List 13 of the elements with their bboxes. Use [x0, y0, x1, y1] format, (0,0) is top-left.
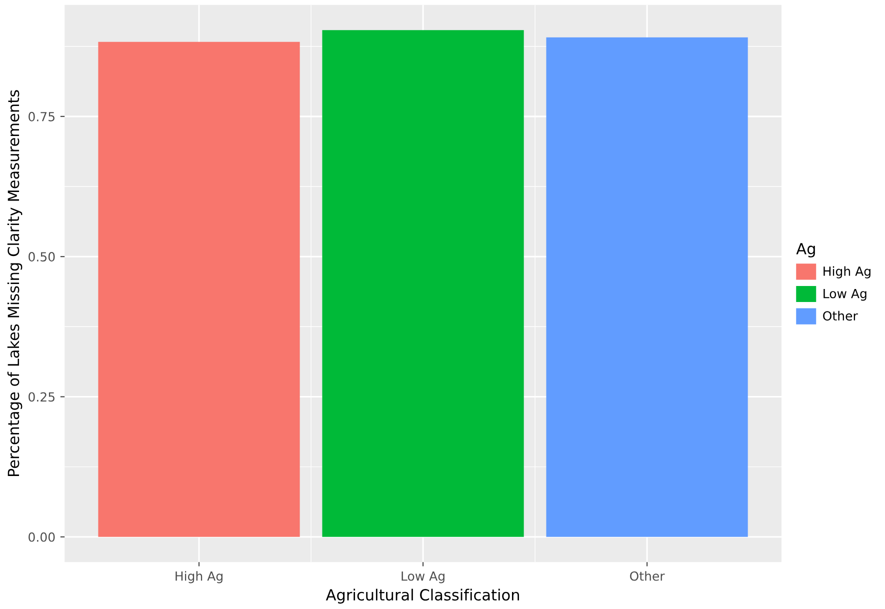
legend-label: Other: [823, 310, 858, 321]
x-tick-label: Other: [630, 571, 665, 581]
y-tick-label: 0.25: [28, 392, 54, 402]
y-tick-label: 0.00: [28, 532, 55, 542]
legend-label: Low Ag: [824, 288, 866, 301]
y-tick-label: 0.50: [28, 252, 55, 262]
y-tick-label: 0.75: [28, 112, 54, 122]
y-axis-title: Percentage of Lakes Missing Clarity Measurements: [7, 90, 22, 476]
legend-title: Ag: [796, 243, 815, 258]
x-tick-label: Low Ag: [402, 572, 444, 584]
legend-label: High Ag: [824, 266, 870, 278]
x-tick-label: High Ag: [176, 571, 222, 584]
x-axis-title: Agricultural Classification: [326, 588, 519, 604]
